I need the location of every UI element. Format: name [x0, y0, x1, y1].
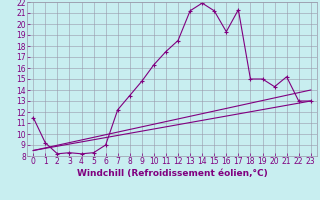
- X-axis label: Windchill (Refroidissement éolien,°C): Windchill (Refroidissement éolien,°C): [76, 169, 268, 178]
